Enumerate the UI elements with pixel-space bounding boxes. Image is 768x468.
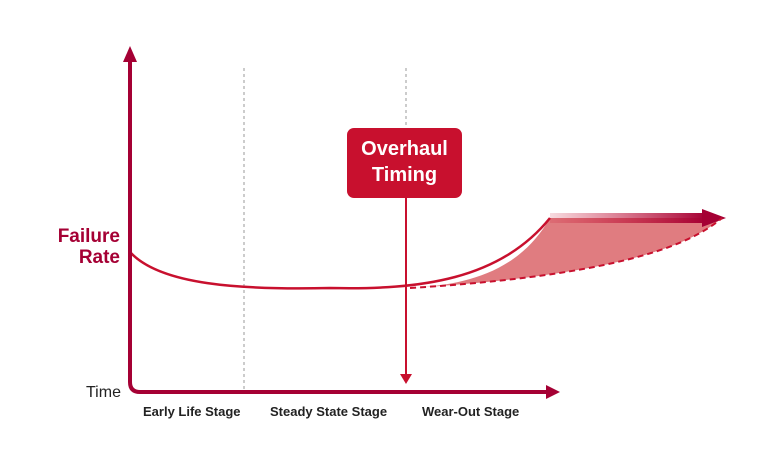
wear-out-arrow-bar [550, 213, 706, 223]
overhaul-timing-arrowhead [400, 374, 412, 384]
callout-line-2: Timing [371, 164, 438, 186]
y-axis-label: Failure Rate [40, 226, 120, 268]
post-overhaul-dashed-curve [409, 217, 723, 289]
stage-label-steady-state: Steady State Stage [270, 404, 388, 419]
stage-label-early-life: Early Life Stage [143, 404, 241, 419]
y-axis-label-line-1: Failure [57, 226, 120, 247]
failure-rate-curve [129, 217, 551, 290]
axes [128, 60, 548, 394]
wear-out-shaded-area [410, 218, 722, 288]
y-axis-label-line-2: Rate [78, 247, 120, 268]
x-axis-arrowhead [546, 385, 560, 399]
callout-line-1: Overhaul [361, 138, 448, 160]
stage-label-wear-out: Wear-Out Stage [422, 404, 520, 419]
overhaul-timing-callout: Overhaul Timing [347, 128, 462, 198]
y-axis-arrowhead [123, 46, 137, 62]
x-axis-label: Time [86, 384, 121, 401]
wear-out-arrow-head [702, 209, 726, 227]
